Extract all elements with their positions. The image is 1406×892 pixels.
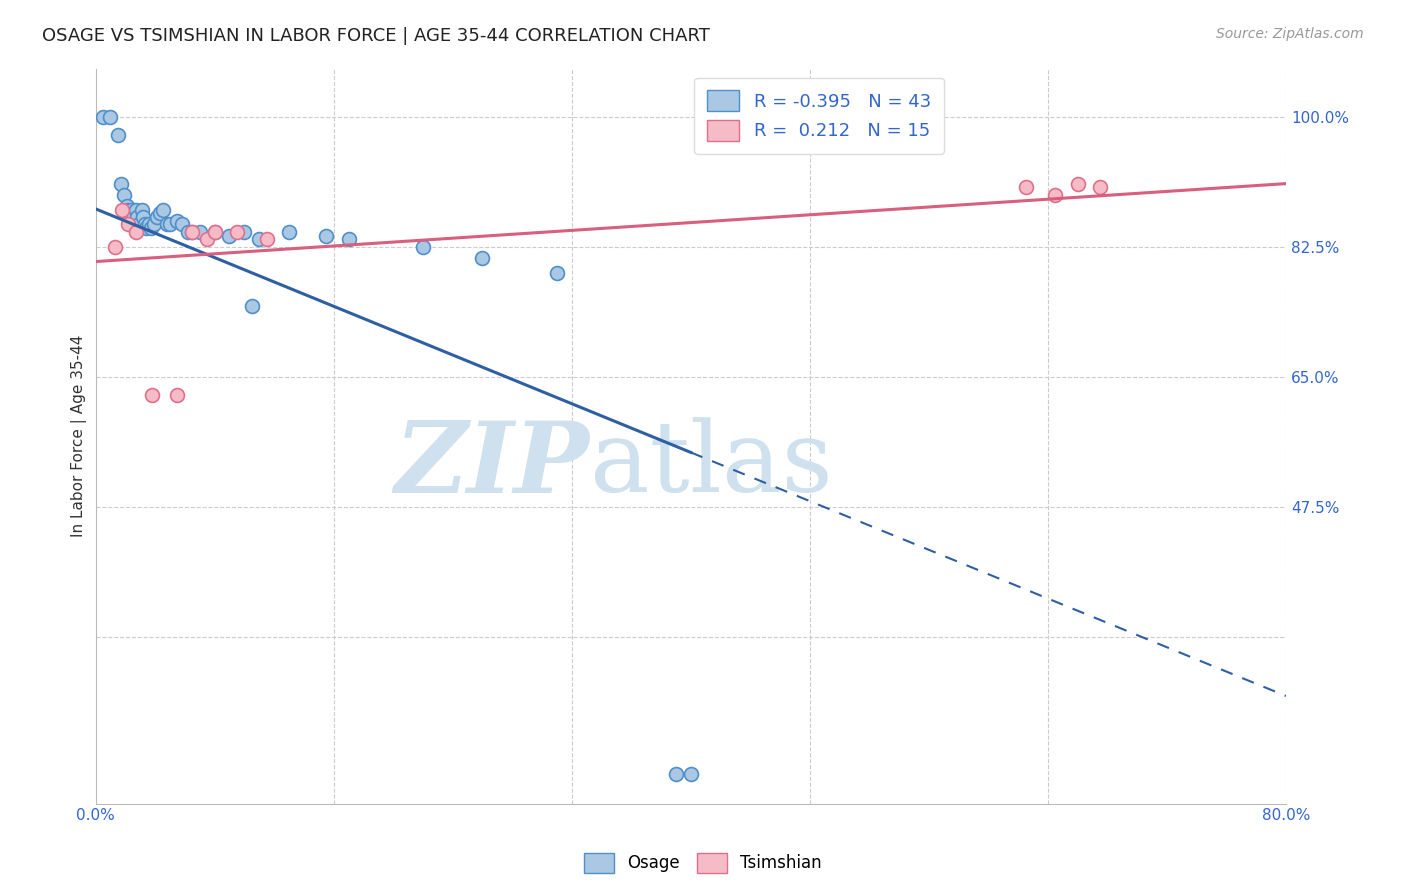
Point	[117, 202, 139, 217]
Point	[181, 225, 204, 239]
Point	[226, 225, 249, 239]
Point	[233, 225, 256, 239]
Y-axis label: In Labor Force | Age 35-44: In Labor Force | Age 35-44	[72, 334, 87, 537]
Point	[679, 767, 702, 781]
Point	[1014, 180, 1036, 194]
Point	[240, 299, 263, 313]
Text: ZIP: ZIP	[395, 417, 589, 514]
Point	[142, 218, 165, 232]
Point	[1088, 180, 1111, 194]
Point	[139, 221, 162, 235]
Point	[117, 218, 139, 232]
Text: Source: ZipAtlas.com: Source: ZipAtlas.com	[1216, 27, 1364, 41]
Point	[117, 210, 139, 224]
Point	[112, 187, 135, 202]
Point	[159, 218, 181, 232]
Point	[91, 110, 114, 124]
Point	[256, 232, 278, 246]
Point	[125, 202, 148, 217]
Point	[170, 218, 193, 232]
Text: atlas: atlas	[589, 417, 832, 514]
Point	[1045, 187, 1067, 202]
Point	[132, 210, 155, 224]
Point	[247, 232, 270, 246]
Text: OSAGE VS TSIMSHIAN IN LABOR FORCE | AGE 35-44 CORRELATION CHART: OSAGE VS TSIMSHIAN IN LABOR FORCE | AGE …	[42, 27, 710, 45]
Point	[121, 210, 143, 224]
Point	[278, 225, 301, 239]
Point	[100, 110, 122, 124]
Point	[665, 767, 688, 781]
Point	[111, 202, 134, 217]
Point	[128, 218, 150, 232]
Point	[337, 232, 360, 246]
Point	[141, 388, 163, 402]
Point	[138, 218, 160, 232]
Point	[104, 240, 127, 254]
Point	[546, 266, 568, 280]
Legend: R = -0.395   N = 43, R =  0.212   N = 15: R = -0.395 N = 43, R = 0.212 N = 15	[695, 78, 943, 153]
Point	[204, 225, 226, 239]
Point	[134, 218, 156, 232]
Point	[131, 202, 153, 217]
Point	[107, 128, 129, 143]
Point	[145, 210, 167, 224]
Point	[120, 202, 142, 217]
Point	[412, 240, 434, 254]
Point	[177, 225, 200, 239]
Point	[181, 225, 204, 239]
Point	[195, 232, 218, 246]
Point	[218, 228, 240, 243]
Point	[127, 210, 149, 224]
Point	[1066, 177, 1088, 191]
Point	[125, 225, 148, 239]
Point	[152, 202, 174, 217]
Point	[135, 221, 157, 235]
Point	[471, 251, 494, 265]
Point	[110, 177, 132, 191]
Point	[148, 206, 170, 220]
Point	[188, 225, 211, 239]
Point	[204, 225, 226, 239]
Point	[315, 228, 337, 243]
Point	[156, 218, 179, 232]
Point	[166, 388, 188, 402]
Legend: Osage, Tsimshian: Osage, Tsimshian	[578, 847, 828, 880]
Point	[166, 213, 188, 227]
Point	[115, 199, 138, 213]
